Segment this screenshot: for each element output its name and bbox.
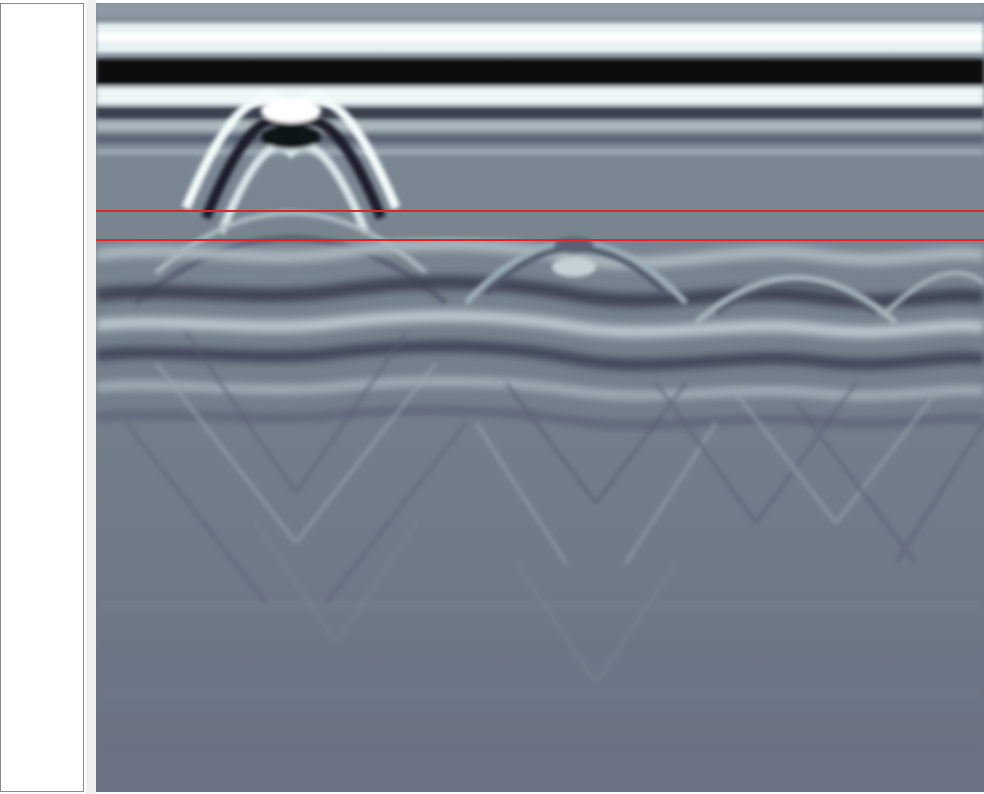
radargram-image xyxy=(96,3,984,792)
panel-divider[interactable] xyxy=(86,0,96,794)
depth-marker-top[interactable] xyxy=(96,210,984,212)
depth-marker-bottom[interactable] xyxy=(96,239,984,241)
diffraction-tails xyxy=(124,331,984,685)
depth-scale-panel xyxy=(0,3,84,792)
deep-noise xyxy=(96,603,984,748)
radargram-view[interactable] xyxy=(96,3,984,792)
secondary-hyperbolas xyxy=(463,237,984,326)
primary-hyperbola xyxy=(134,92,448,306)
